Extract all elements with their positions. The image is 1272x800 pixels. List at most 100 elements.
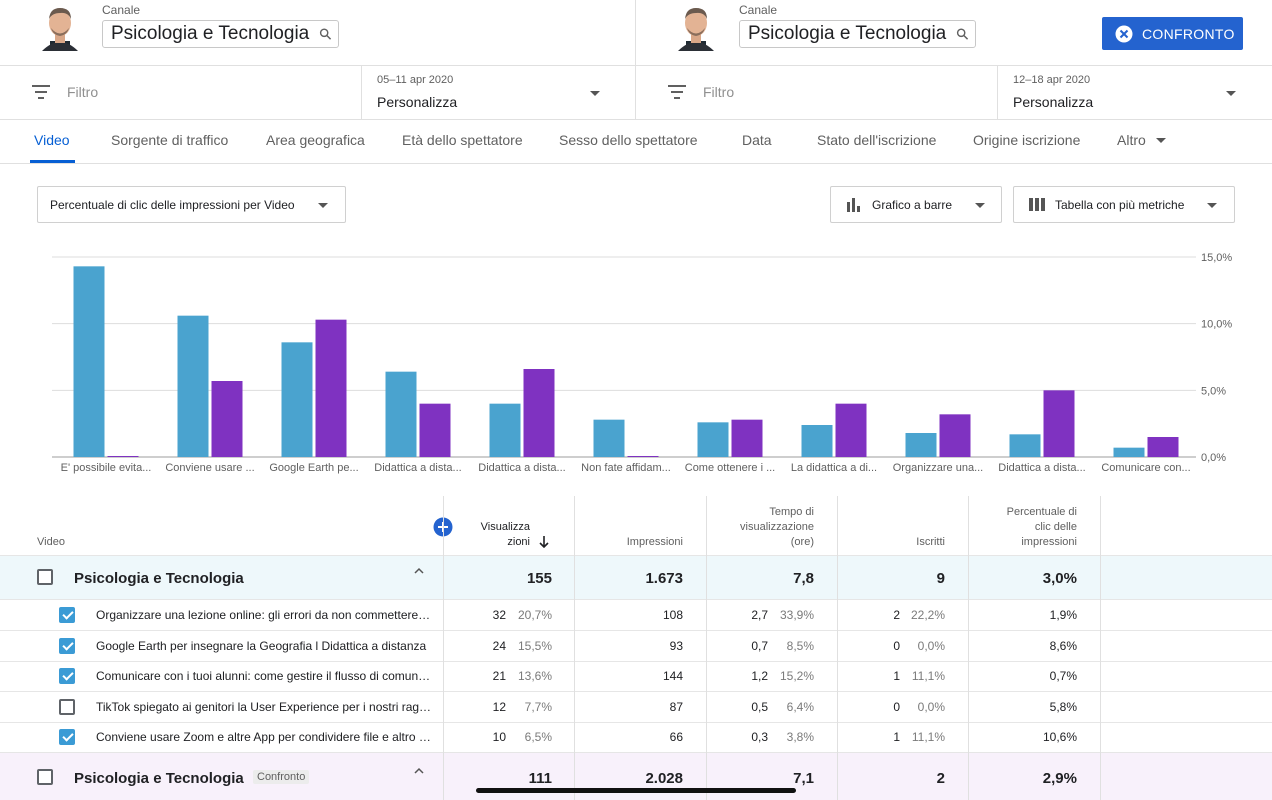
channel-search-box[interactable]: Psicologia e Tecnologia: [739, 20, 976, 48]
row-checkbox[interactable]: [59, 638, 75, 654]
tab-subscription-status[interactable]: Stato dell'iscrizione: [817, 132, 937, 148]
header-impressions[interactable]: Impressioni: [626, 536, 683, 548]
header-watch-time-line: Tempo di: [769, 506, 814, 518]
group-views: 155: [526, 570, 552, 587]
filter-field[interactable]: Filtro: [636, 66, 998, 120]
row-checkbox[interactable]: [59, 729, 75, 745]
search-icon[interactable]: [319, 26, 332, 42]
tab-traffic-source[interactable]: Sorgente di traffico: [111, 132, 229, 148]
tab-date[interactable]: Data: [742, 132, 772, 148]
group-name: Psicologia e Tecnologia: [74, 570, 244, 587]
bar-series-2[interactable]: [523, 369, 555, 457]
bar-series-1[interactable]: [697, 422, 729, 457]
chevron-up-icon[interactable]: [414, 566, 424, 576]
bar-series-2[interactable]: [835, 403, 867, 457]
bar-series-1[interactable]: [801, 425, 833, 457]
video-title[interactable]: TikTok spiegato ai genitori la User Expe…: [96, 700, 432, 714]
bar-series-2[interactable]: [315, 319, 347, 457]
table-row[interactable]: Conviene usare Zoom e altre App per cond…: [0, 722, 1272, 753]
bar-series-2[interactable]: [939, 414, 971, 457]
watch-time-percent: 6,4%: [786, 700, 814, 714]
tab-video[interactable]: Video: [34, 132, 70, 148]
bar-series-1[interactable]: [905, 433, 937, 457]
row-checkbox[interactable]: [59, 668, 75, 684]
views-value: 21: [492, 669, 506, 683]
search-icon[interactable]: [956, 26, 969, 42]
video-title[interactable]: Conviene usare Zoom e altre App per cond…: [96, 730, 431, 744]
bar-series-2[interactable]: [731, 419, 763, 457]
column-divider: [968, 496, 969, 800]
bar-series-2[interactable]: [1147, 437, 1179, 457]
watch-time-value: 1,2: [751, 669, 768, 683]
bar-series-2[interactable]: [627, 456, 659, 457]
tab-viewer-gender[interactable]: Sesso dello spettatore: [559, 132, 698, 148]
watch-time-value: 2,7: [751, 608, 768, 622]
chevron-down-icon: [590, 91, 600, 96]
group-checkbox[interactable]: [37, 569, 53, 585]
chart-type-select[interactable]: Grafico a barre: [830, 186, 1002, 223]
filter-field[interactable]: Filtro: [0, 66, 362, 120]
y-tick-label: 0,0%: [1201, 452, 1226, 464]
avatar: [42, 8, 78, 51]
x-tick-label: Didattica a dista...: [998, 462, 1085, 474]
header-subscribers[interactable]: Iscritti: [916, 536, 945, 548]
header-ctr-line: impressioni: [1021, 536, 1077, 548]
bar-series-1[interactable]: [385, 371, 417, 457]
header-ctr[interactable]: Percentuale di clic delle impressioni: [980, 505, 1077, 550]
video-title[interactable]: Organizzare una lezione online: gli erro…: [96, 608, 431, 622]
table-row[interactable]: Comunicare con i tuoi alunni: come gesti…: [0, 661, 1272, 692]
bar-series-1[interactable]: [177, 315, 209, 457]
x-tick-label: E' possibile evita...: [61, 462, 152, 474]
tab-viewer-age[interactable]: Età dello spettatore: [402, 132, 523, 148]
x-tick-label: Organizzare una...: [893, 462, 984, 474]
ctr-value: 10,6%: [1042, 730, 1077, 744]
bar-series-2[interactable]: [1043, 390, 1075, 457]
metric-select[interactable]: Percentuale di clic delle impressioni pe…: [37, 186, 346, 223]
close-icon: [1115, 25, 1133, 42]
channel-label: Canale: [102, 3, 141, 17]
filter-placeholder: Filtro: [67, 84, 99, 100]
bar-series-2[interactable]: [211, 381, 243, 457]
header-views[interactable]: Visualizza zioni: [452, 520, 530, 550]
views-value: 10: [492, 730, 506, 744]
group-checkbox[interactable]: [37, 769, 53, 785]
tab-more[interactable]: Altro: [1117, 132, 1146, 148]
date-range-select[interactable]: 12–18 apr 2020 Personalizza: [998, 66, 1272, 120]
compare-button[interactable]: CONFRONTO: [1102, 17, 1243, 50]
filter-bar: Filtro 05–11 apr 2020 Personalizza Filtr…: [0, 66, 1272, 120]
date-range-select[interactable]: 05–11 apr 2020 Personalizza: [362, 66, 636, 120]
table-row[interactable]: Google Earth per insegnare la Geografia …: [0, 631, 1272, 662]
table-row[interactable]: TikTok spiegato ai genitori la User Expe…: [0, 692, 1272, 723]
channel-search-box[interactable]: Psicologia e Tecnologia: [102, 20, 339, 48]
subscribers-value: 2: [893, 608, 900, 622]
subscribers-percent: 0,0%: [917, 700, 945, 714]
tab-subscription-source[interactable]: Origine iscrizione: [973, 132, 1081, 148]
table-type-select[interactable]: Tabella con più metriche: [1013, 186, 1235, 223]
row-checkbox[interactable]: [59, 607, 75, 623]
bar-series-1[interactable]: [281, 342, 313, 457]
bar-series-2[interactable]: [107, 456, 139, 457]
header-ctr-line: Percentuale di: [1006, 506, 1077, 518]
x-tick-label: La didattica a di...: [791, 462, 877, 474]
x-tick-label: Come ottenere i ...: [685, 462, 776, 474]
header-watch-time[interactable]: Tempo di visualizzazione (ore): [718, 505, 814, 550]
row-checkbox[interactable]: [59, 699, 75, 715]
bar-series-1[interactable]: [73, 266, 105, 457]
chevron-up-icon[interactable]: [414, 766, 424, 776]
video-title[interactable]: Comunicare con i tuoi alunni: come gesti…: [96, 669, 431, 683]
group-subscribers: 9: [936, 570, 945, 587]
table-row[interactable]: Organizzare una lezione online: gli erro…: [0, 600, 1272, 631]
video-title[interactable]: Google Earth per insegnare la Geografia …: [96, 639, 427, 653]
bar-series-2[interactable]: [419, 403, 451, 457]
tab-geography[interactable]: Area geografica: [266, 132, 365, 148]
bar-series-1[interactable]: [593, 419, 625, 457]
subscribers-value: 0: [893, 700, 900, 714]
bar-series-1[interactable]: [1009, 434, 1041, 457]
home-indicator: [476, 788, 796, 793]
x-tick-label: Didattica a dista...: [374, 462, 461, 474]
subscribers-percent: 11,1%: [911, 730, 945, 744]
header-ctr-line: clic delle: [1034, 521, 1077, 533]
bar-series-1[interactable]: [1113, 447, 1145, 457]
views-value: 24: [492, 639, 506, 653]
bar-series-1[interactable]: [489, 403, 521, 457]
